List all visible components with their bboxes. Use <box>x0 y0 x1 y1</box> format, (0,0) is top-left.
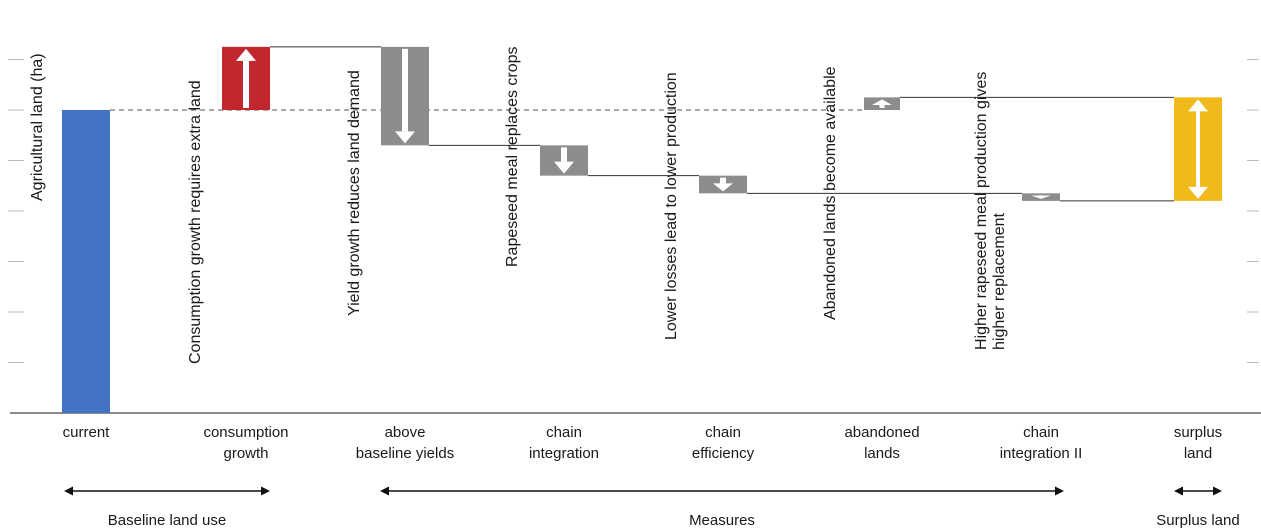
annotations: Consumption growth requires extra land Yi… <box>187 46 1008 364</box>
annotation-text: Rapeseed meal replaces crops <box>504 46 521 267</box>
category-label: baseline yields <box>356 445 454 462</box>
arrow-shaft <box>402 48 408 132</box>
arrow-down-icon <box>1188 186 1208 199</box>
arrow-left-icon <box>1174 486 1183 496</box>
arrow-shaft <box>243 60 249 108</box>
category-label: consumption <box>203 424 288 441</box>
arrow-down-icon <box>395 131 415 144</box>
group-label: Surplus land <box>1156 512 1239 529</box>
arrow-down-icon <box>554 161 574 174</box>
bars <box>62 46 1222 413</box>
bar-current <box>62 110 110 413</box>
annotation-text: Yield growth reduces land demand <box>346 70 363 316</box>
category-label: surplus <box>1174 424 1222 441</box>
category-label: integration <box>529 445 599 462</box>
arrow-up-icon <box>872 99 892 106</box>
group-label: Baseline land use <box>108 512 226 529</box>
arrow-right-icon <box>1213 486 1222 496</box>
category-label: current <box>63 424 111 441</box>
arrow-up-icon <box>1188 99 1208 112</box>
arrow-shaft <box>561 147 567 162</box>
axes <box>8 59 1261 414</box>
category-label: chain <box>705 424 741 441</box>
category-labels: current consumption growth above baseline yi… <box>63 424 1223 462</box>
arrow-shaft <box>1196 111 1200 187</box>
category-label: lands <box>864 445 900 462</box>
arrow-left-icon <box>64 486 73 496</box>
category-label: growth <box>223 445 268 462</box>
arrow-down-icon <box>1031 195 1051 199</box>
arrow-up-icon <box>236 48 256 61</box>
annotation-text: Higher rapeseed meal production gives <box>973 72 990 350</box>
arrow-shaft <box>879 105 885 108</box>
category-label: abandoned <box>844 424 919 441</box>
category-label: chain <box>546 424 582 441</box>
group-label: Measures <box>689 512 755 529</box>
y-axis-label: Agricultural land (ha) <box>29 53 46 201</box>
arrow-shaft <box>720 177 726 184</box>
annotation-text: Lower losses lead to lower production <box>663 72 680 340</box>
category-label: efficiency <box>692 445 755 462</box>
category-label: integration II <box>1000 445 1083 462</box>
group-ranges: Baseline land use Measures Surplus land <box>64 486 1240 529</box>
arrow-right-icon <box>1055 486 1064 496</box>
annotation-text: Consumption growth requires extra land <box>187 80 204 364</box>
arrow-down-icon <box>713 183 733 192</box>
arrow-left-icon <box>380 486 389 496</box>
connector-lines <box>270 46 1174 202</box>
annotation-text: Abandoned lands become available <box>822 66 839 320</box>
category-label: chain <box>1023 424 1059 441</box>
category-label: land <box>1184 445 1212 462</box>
category-label: above <box>385 424 426 441</box>
arrow-right-icon <box>261 486 270 496</box>
annotation-text: higher replacement <box>991 212 1008 350</box>
